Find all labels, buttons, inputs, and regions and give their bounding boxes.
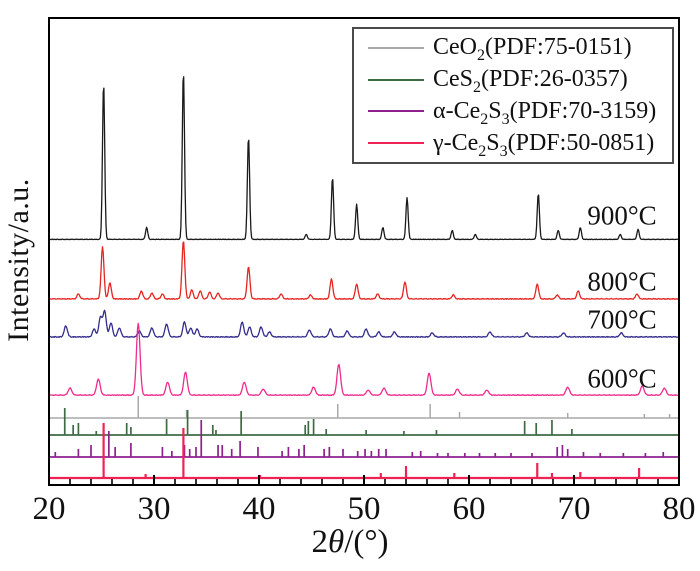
legend-line-swatch: [368, 142, 424, 145]
y-axis-label: Intensity/a.u.: [2, 178, 35, 342]
legend-label: γ-Ce2S3(PDF:50-0851): [433, 129, 655, 160]
legend-label: CeS2(PDF:26-0357): [433, 66, 628, 97]
legend-line-swatch: [368, 46, 424, 49]
x-tick-label: 50: [348, 491, 381, 527]
series-label-700°C: 700°C: [587, 304, 657, 335]
legend-line-swatch: [368, 110, 424, 113]
legend: CeO2(PDF:75-0151) CeS2(PDF:26-0357) α-Ce2S…: [352, 27, 674, 164]
plot-frame: [48, 17, 680, 486]
x-axis-title-theta: θ: [327, 524, 345, 560]
series-label-600°C: 600°C: [587, 363, 657, 394]
xrd-trace-900°C: [49, 76, 678, 241]
legend-item-CeO2: CeO2(PDF:75-0151): [368, 34, 672, 65]
series-label-900°C: 900°C: [587, 200, 657, 231]
reference-pattern-CeO2: [49, 396, 679, 419]
x-axis-title-post: /(°): [344, 524, 389, 560]
x-tick-label: 40: [243, 491, 276, 527]
legend-label: α-Ce2S3(PDF:70-3159): [433, 97, 657, 128]
legend-item-gamma-Ce2S3: γ-Ce2S3(PDF:50-0851): [368, 129, 672, 160]
reference-pattern-alpha-Ce2S3: [49, 420, 679, 458]
legend-item-CeS2: CeS2(PDF:26-0357): [368, 66, 672, 97]
x-tick-label: 30: [138, 491, 171, 527]
x-tick-label: 20: [33, 491, 66, 527]
xrd-trace-600°C: [49, 322, 678, 397]
x-tick-label: 60: [453, 491, 486, 527]
legend-line-swatch: [368, 78, 424, 81]
xrd-trace-800°C: [49, 241, 679, 300]
reference-pattern-CeS2: [49, 408, 679, 436]
x-axis-title-pre: 2: [311, 524, 328, 560]
x-tick-label: 70: [558, 491, 591, 527]
series-label-800°C: 800°C: [587, 266, 657, 297]
x-axis-title: 2θ/(°): [0, 524, 700, 561]
legend-label: CeO2(PDF:75-0151): [433, 34, 632, 65]
x-tick-label: 80: [663, 491, 696, 527]
xrd-trace-700°C: [50, 309, 679, 338]
legend-item-alpha-Ce2S3: α-Ce2S3(PDF:70-3159): [368, 97, 672, 128]
reference-pattern-gamma-Ce2S3: [49, 423, 679, 480]
x-axis-ticks: [48, 475, 680, 484]
